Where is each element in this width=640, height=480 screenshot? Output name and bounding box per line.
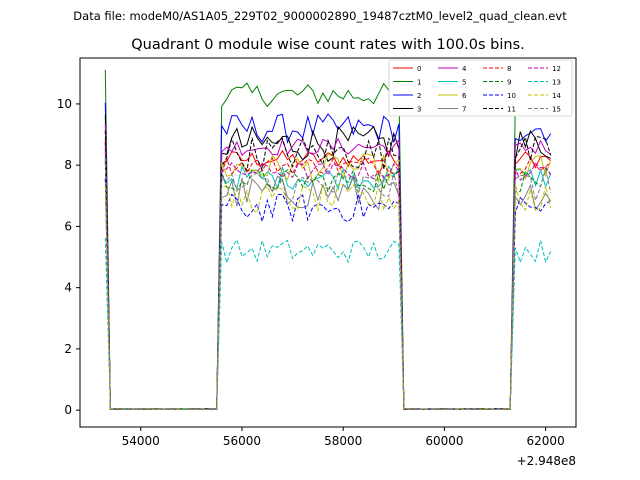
legend-label-2: 2 — [417, 92, 421, 100]
x-tick-label: 62000 — [527, 434, 565, 448]
series-line-2 — [104, 102, 552, 411]
series-line-3 — [104, 114, 551, 411]
x-tick-label: 60000 — [425, 434, 463, 448]
legend-label-6: 6 — [462, 92, 467, 100]
x-tick-label: 56000 — [223, 434, 261, 448]
series-line-0 — [104, 141, 552, 411]
legend-label-14: 14 — [552, 92, 561, 100]
legend-label-12: 12 — [552, 65, 561, 73]
legend-label-4: 4 — [462, 65, 467, 73]
series-line-10 — [104, 178, 551, 411]
legend-label-13: 13 — [552, 79, 561, 87]
legend-label-15: 15 — [552, 106, 561, 114]
y-tick-label: 4 — [64, 281, 72, 295]
legend-label-11: 11 — [507, 106, 516, 114]
y-tick-label: 8 — [64, 158, 72, 172]
series-line-8 — [104, 140, 551, 411]
legend-label-7: 7 — [462, 106, 466, 114]
chart-suptitle: Data file: modeM0/AS1A05_229T02_90000028… — [73, 9, 567, 23]
plot-frame — [79, 57, 577, 428]
y-tick-label: 10 — [57, 97, 72, 111]
x-tick-label: 54000 — [122, 434, 160, 448]
series-line-4 — [104, 124, 551, 411]
series-line-11 — [104, 130, 552, 411]
axes-layer: 54000 56000 58000 60000 62000 0 2 4 6 8 10 — [57, 97, 565, 448]
series-line-5 — [104, 149, 552, 411]
x-tick-label: 58000 — [324, 434, 362, 448]
series-line-13 — [104, 237, 552, 411]
legend-label-8: 8 — [507, 65, 511, 73]
x-offset-label: +2.948e8 — [517, 454, 576, 468]
y-tick-label: 2 — [64, 342, 72, 356]
series-line-14 — [104, 183, 552, 411]
series-line-15 — [104, 157, 552, 411]
series-line-7 — [104, 174, 552, 411]
legend-label-9: 9 — [507, 79, 511, 87]
series-line-1 — [104, 69, 552, 411]
y-tick-label: 6 — [64, 219, 72, 233]
legend-label-10: 10 — [507, 92, 516, 100]
series-line-12 — [104, 145, 552, 411]
y-tick-label: 0 — [64, 403, 72, 417]
legend-label-3: 3 — [417, 106, 421, 114]
series-line-6 — [104, 153, 552, 411]
legend-box — [388, 59, 573, 117]
chart-title: Quadrant 0 module wise count rates with … — [131, 37, 525, 53]
legend-label-1: 1 — [417, 79, 421, 87]
legend-label-0: 0 — [417, 65, 421, 73]
series-layer — [104, 69, 552, 411]
legend-label-5: 5 — [462, 79, 466, 87]
